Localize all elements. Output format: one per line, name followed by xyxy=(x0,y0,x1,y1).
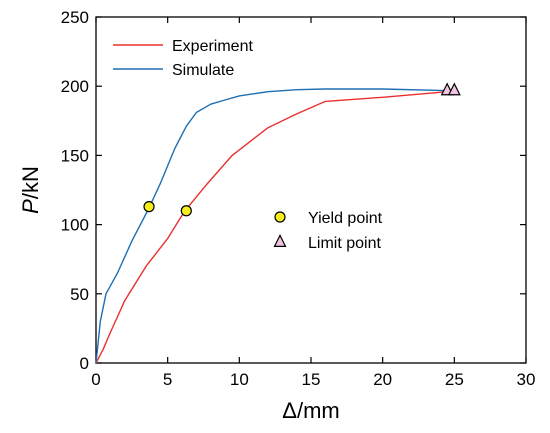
x-tick-label: 30 xyxy=(517,370,536,389)
legend-limit-point-marker xyxy=(273,234,287,247)
legend-label-yield-point: Yield point xyxy=(308,210,383,227)
series-line-experiment xyxy=(95,89,455,364)
y-tick-label: 100 xyxy=(61,216,89,235)
x-tick-label: 0 xyxy=(91,370,100,389)
marker-layer xyxy=(143,82,461,217)
legend-label-simulate: Simulate xyxy=(172,62,234,79)
legend: Experiment Simulate xyxy=(113,38,253,79)
y-tick-label: 50 xyxy=(70,285,89,304)
yield-point-marker xyxy=(143,201,155,213)
x-axis-title: Δ/mm xyxy=(282,398,339,423)
x-tick-label: 15 xyxy=(302,370,321,389)
series-line-simulate xyxy=(95,88,448,364)
x-tick-label: 5 xyxy=(163,370,172,389)
x-tick-label: 10 xyxy=(230,370,249,389)
y-tick-label: 200 xyxy=(61,77,89,96)
limit-point-marker xyxy=(447,82,461,96)
yield-point-marker xyxy=(180,205,192,217)
x-tick-label: 25 xyxy=(445,370,464,389)
y-tick-label: 0 xyxy=(80,354,89,373)
x-tick-label: 20 xyxy=(373,370,392,389)
legend-label-experiment: Experiment xyxy=(172,38,253,55)
y-tick-label: 250 xyxy=(61,8,89,27)
legend-label-limit-point: Limit point xyxy=(308,235,381,252)
y-axis-title-symbol: P xyxy=(18,199,43,214)
axis-ticks: 0 5 10 15 20 25 30 0 50 100 150 200 250 xyxy=(61,8,536,389)
y-axis-title: P/kN xyxy=(18,166,43,214)
y-axis-title-unit: /kN xyxy=(18,166,43,199)
legend-yield-point-marker xyxy=(274,211,286,223)
y-tick-label: 150 xyxy=(61,146,89,165)
marker-legend: Yield point Limit point xyxy=(273,210,383,252)
series-layer xyxy=(95,88,455,364)
